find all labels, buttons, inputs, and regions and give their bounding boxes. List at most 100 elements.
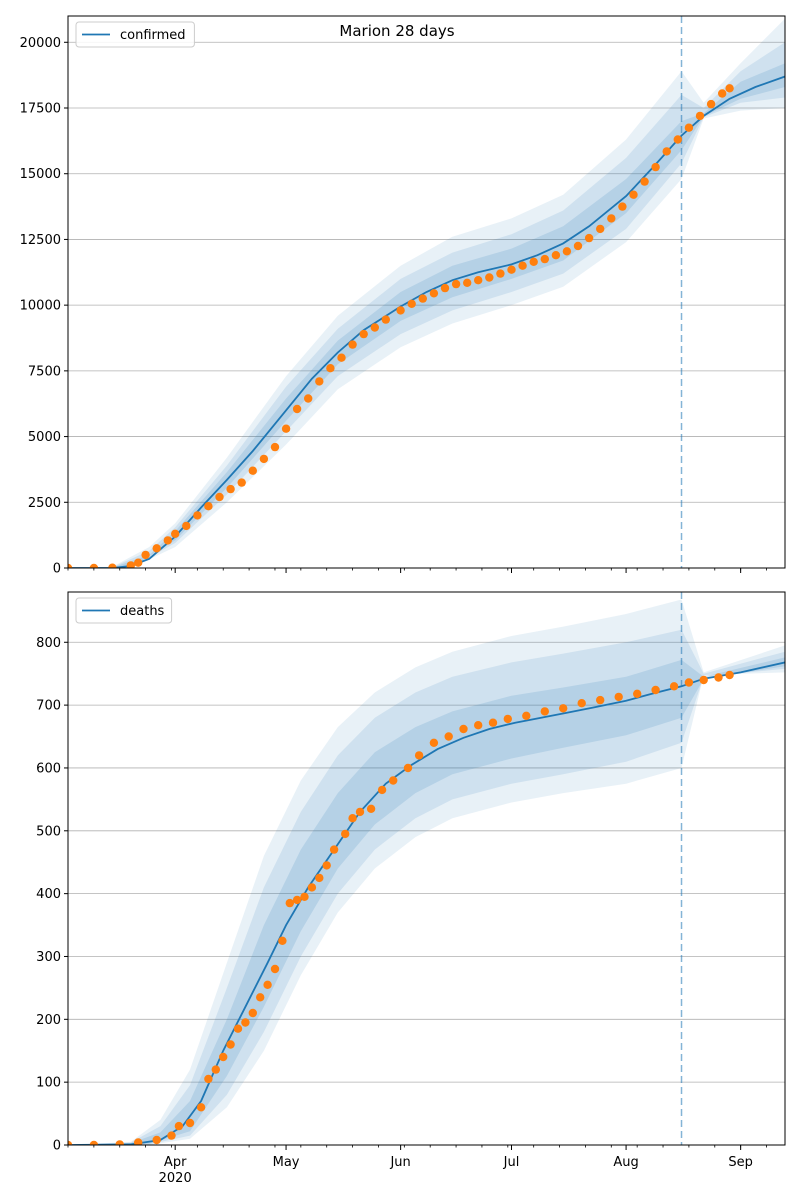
observed-point — [474, 276, 483, 285]
observed-point — [152, 544, 161, 553]
observed-point — [459, 724, 468, 734]
y-tick-label: 15000 — [20, 167, 61, 182]
observed-point — [684, 678, 694, 687]
confidence-band-2 — [68, 629, 785, 1145]
observed-point — [141, 550, 150, 560]
y-tick-label: 17500 — [20, 102, 61, 117]
observed-point — [488, 718, 498, 727]
observed-point — [389, 776, 398, 785]
observed-point — [396, 306, 405, 315]
y-tick-label: 300 — [36, 950, 61, 965]
observed-point — [307, 883, 317, 892]
observed-point — [429, 289, 439, 298]
observed-point — [725, 670, 734, 680]
observed-point — [337, 353, 346, 362]
observed-point — [300, 892, 309, 901]
y-tick-label: 700 — [36, 699, 61, 714]
observed-point — [237, 478, 246, 487]
observed-point — [348, 340, 357, 349]
observed-point — [662, 147, 671, 156]
observed-points — [68, 670, 734, 1145]
observed-point — [193, 511, 202, 520]
plot-area — [68, 592, 785, 1145]
observed-point — [503, 714, 512, 724]
observed-point — [584, 233, 594, 243]
observed-point — [163, 536, 172, 545]
observed-point — [507, 265, 516, 274]
y-tick-label: 200 — [36, 1013, 61, 1028]
legend: confirmed — [75, 21, 195, 48]
observed-point — [381, 315, 390, 324]
x-tick-label: Sep — [728, 1155, 753, 1170]
observed-point — [651, 685, 660, 695]
observed-point — [108, 563, 117, 568]
observed-point — [329, 845, 339, 854]
observed-point — [706, 99, 716, 109]
legend: deaths — [75, 597, 173, 624]
x-axis — [67, 568, 767, 573]
observed-point — [559, 704, 568, 713]
observed-point — [551, 251, 561, 260]
observed-point — [618, 202, 627, 211]
axes-frame — [67, 15, 786, 569]
observed-point — [211, 1065, 220, 1074]
observed-point — [171, 529, 180, 538]
observed-point — [126, 561, 135, 568]
observed-point — [68, 1140, 73, 1145]
observed-point — [326, 364, 335, 373]
observed-point — [440, 283, 450, 293]
observed-point — [414, 751, 424, 760]
observed-point — [714, 673, 723, 682]
observed-point — [322, 861, 331, 870]
observed-point — [263, 980, 272, 989]
observed-point — [204, 1074, 213, 1084]
observed-point — [215, 492, 224, 502]
figure-title: Marion 28 days — [339, 22, 454, 40]
y-tick-label: 0 — [53, 1139, 61, 1154]
observed-point — [292, 404, 302, 414]
observed-point — [341, 829, 350, 839]
observed-point — [370, 323, 379, 332]
observed-point — [629, 190, 638, 199]
x-tick-label: Jul — [503, 1155, 520, 1170]
observed-point — [248, 1008, 257, 1018]
observed-point — [366, 804, 376, 813]
y-tick-label: 7500 — [28, 364, 61, 379]
observed-point — [444, 732, 453, 741]
x-tick-label: May — [273, 1155, 300, 1170]
observed-point — [474, 721, 483, 730]
observed-point — [651, 162, 660, 172]
observed-point — [315, 377, 324, 386]
observed-point — [684, 123, 694, 132]
observed-point — [614, 692, 623, 702]
y-tick-label: 600 — [36, 761, 61, 776]
plot-area — [68, 16, 785, 568]
observed-point — [522, 711, 531, 720]
y-tick-label: 500 — [36, 824, 61, 839]
observed-point — [429, 738, 439, 747]
observed-point — [403, 763, 413, 773]
observed-point — [134, 558, 143, 567]
observed-point — [355, 807, 365, 817]
x-tick-label: Apr — [164, 1155, 187, 1170]
observed-point — [68, 563, 73, 568]
observed-point — [518, 261, 527, 270]
observed-point — [463, 278, 472, 287]
y-tick-label: 5000 — [28, 430, 61, 445]
observed-point — [315, 873, 324, 883]
observed-point — [115, 1140, 124, 1145]
observed-point — [256, 993, 265, 1002]
observed-point — [259, 454, 269, 464]
legend-box — [75, 597, 173, 624]
observed-point — [241, 1018, 250, 1027]
observed-point — [89, 563, 99, 568]
observed-point — [281, 424, 291, 433]
observed-point — [285, 898, 294, 908]
observed-point — [673, 135, 682, 144]
confidence-band-2 — [68, 42, 785, 568]
observed-point — [540, 254, 549, 264]
observed-point — [573, 241, 583, 251]
observed-point — [607, 214, 616, 223]
observed-point — [529, 257, 538, 266]
